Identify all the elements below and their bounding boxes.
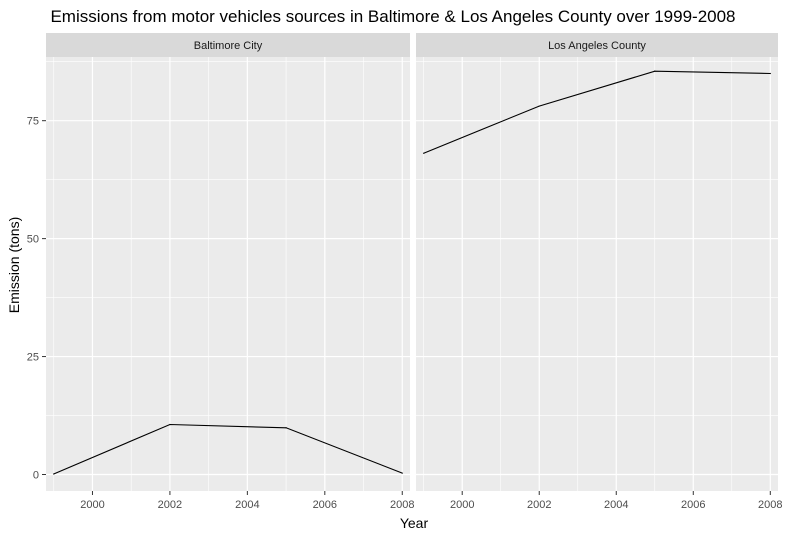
data-point xyxy=(538,105,540,107)
data-point xyxy=(53,473,55,475)
x-tick-label: 2008 xyxy=(390,499,414,511)
y-tick-label: 0 xyxy=(33,469,39,481)
x-tick-label: 2002 xyxy=(158,499,182,511)
x-tick-label: 2006 xyxy=(681,499,705,511)
y-tick-label: 50 xyxy=(27,234,39,246)
x-tick-label: 2000 xyxy=(450,499,474,511)
data-point xyxy=(654,70,656,72)
series-line xyxy=(53,423,403,475)
data-point xyxy=(769,72,771,75)
facet-strip xyxy=(46,33,410,57)
x-tick-label: 2004 xyxy=(604,499,628,511)
x-tick-label: 2008 xyxy=(758,499,782,511)
data-point xyxy=(401,472,403,474)
x-tick-label: 2004 xyxy=(235,499,259,511)
facet-strip xyxy=(416,33,778,57)
facet-strip-label: Baltimore City xyxy=(194,40,263,52)
x-axis-title: Year xyxy=(400,515,429,531)
panel-background xyxy=(46,57,410,491)
data-point xyxy=(169,423,171,426)
data-point xyxy=(285,427,287,429)
x-tick-label: 2002 xyxy=(527,499,551,511)
chart-title: Emissions from motor vehicles sources in… xyxy=(50,7,735,26)
x-tick-label: 2000 xyxy=(80,499,104,511)
facet-panel: Baltimore City 2000 2002 2004 2006 2008 xyxy=(46,33,414,511)
data-point xyxy=(423,152,425,154)
y-tick-label: 75 xyxy=(27,116,39,128)
panel-background xyxy=(416,57,778,491)
facet-strip-label: Los Angeles County xyxy=(548,40,646,52)
x-tick-label: 2006 xyxy=(313,499,337,511)
y-tick-label: 25 xyxy=(27,352,39,364)
series-line xyxy=(423,70,771,154)
y-axis-title: Emission (tons) xyxy=(6,217,22,313)
facet-panel: Los Angeles County 2000 2002 2004 2006 2008 xyxy=(416,33,783,511)
y-axis: 0 25 50 75 xyxy=(27,116,46,481)
